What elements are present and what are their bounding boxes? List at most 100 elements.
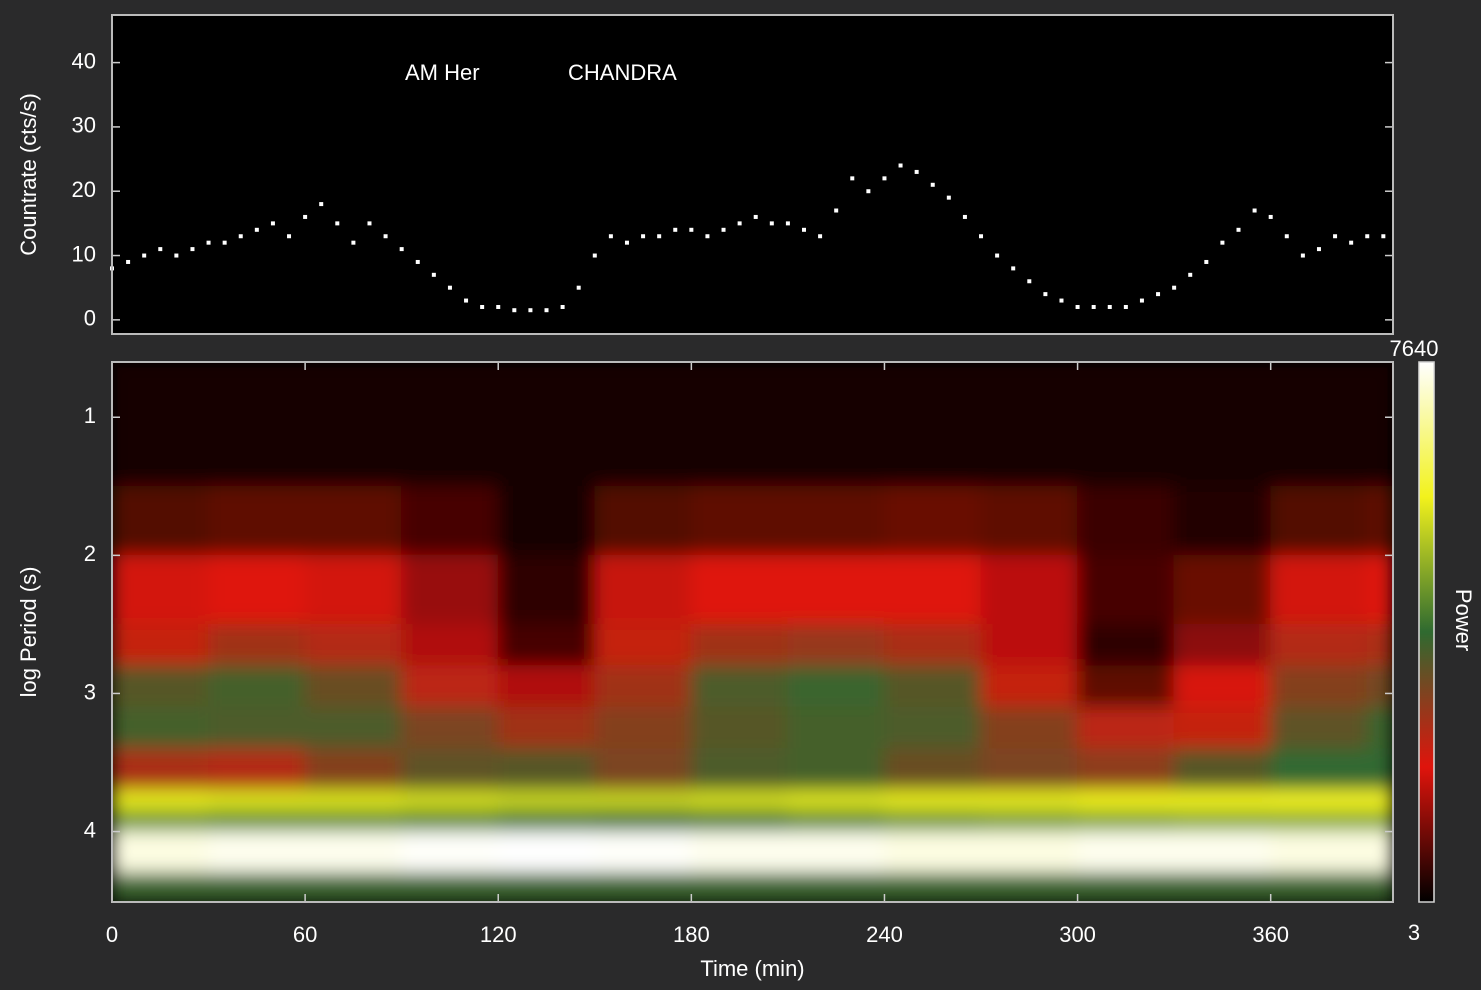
heatmap-cell bbox=[304, 623, 403, 667]
data-point bbox=[351, 240, 356, 245]
data-point bbox=[1011, 266, 1016, 271]
y-tick-label: 0 bbox=[84, 306, 96, 331]
heatmap-cell bbox=[208, 810, 306, 833]
heatmap-cell bbox=[112, 485, 210, 556]
data-point bbox=[592, 253, 597, 258]
heatmap-cell bbox=[883, 831, 982, 874]
y-axis-label: log Period (s) bbox=[16, 567, 41, 698]
heatmap-cell bbox=[594, 362, 692, 487]
data-point bbox=[753, 214, 758, 219]
heatmap-cell bbox=[497, 810, 596, 833]
data-point bbox=[1252, 208, 1257, 213]
data-point bbox=[158, 247, 163, 252]
heatmap-cell bbox=[594, 485, 692, 556]
data-point bbox=[1268, 214, 1273, 219]
heatmap-cell bbox=[1270, 810, 1368, 833]
data-point bbox=[206, 240, 211, 245]
x-axis-label: Time (min) bbox=[700, 956, 804, 981]
data-point bbox=[785, 221, 790, 226]
heatmap-cell bbox=[980, 485, 1079, 556]
data-point bbox=[898, 163, 903, 168]
data-point bbox=[1075, 304, 1080, 309]
heatmap-cell bbox=[304, 706, 403, 750]
heatmap-cell bbox=[594, 623, 692, 667]
heatmap-cell bbox=[883, 554, 982, 625]
heatmap-cell bbox=[1077, 665, 1175, 708]
heatmap-cell bbox=[1173, 831, 1272, 874]
heatmap-cell bbox=[1173, 485, 1272, 556]
heatmap-cell bbox=[1366, 623, 1393, 667]
heatmap-cell bbox=[980, 810, 1079, 833]
data-point bbox=[1139, 298, 1144, 303]
heatmap-cell bbox=[304, 748, 403, 791]
heatmap-cell bbox=[883, 665, 982, 708]
heatmap-cell bbox=[690, 872, 789, 902]
heatmap-cell bbox=[1270, 748, 1368, 791]
heatmap-cell bbox=[690, 831, 789, 874]
data-point bbox=[1107, 304, 1112, 309]
data-point bbox=[1300, 253, 1305, 258]
heatmap-cell bbox=[690, 748, 789, 791]
heatmap-cell bbox=[497, 789, 596, 812]
data-point bbox=[367, 221, 372, 226]
heatmap bbox=[112, 362, 1393, 902]
y-tick-label: 1 bbox=[84, 403, 96, 428]
heatmap-cell bbox=[1366, 362, 1393, 487]
heatmap-cell bbox=[980, 665, 1079, 708]
heatmap-cell bbox=[1270, 665, 1368, 708]
heatmap-cell bbox=[1077, 362, 1175, 487]
heatmap-cell bbox=[1366, 831, 1393, 874]
data-point bbox=[544, 308, 549, 313]
heatmap-cell bbox=[401, 623, 499, 667]
heatmap-cell bbox=[787, 810, 885, 833]
heatmap-cell bbox=[112, 872, 210, 902]
data-point bbox=[431, 272, 436, 277]
heatmap-cell bbox=[883, 706, 982, 750]
heatmap-cell bbox=[883, 872, 982, 902]
heatmap-cell bbox=[1366, 810, 1393, 833]
plot-frame bbox=[111, 14, 1394, 335]
heatmap-cell bbox=[594, 872, 692, 902]
heatmap-cell bbox=[497, 706, 596, 750]
heatmap-cell bbox=[208, 872, 306, 902]
heatmap-cell bbox=[401, 872, 499, 902]
y-tick-label: 40 bbox=[72, 48, 96, 73]
heatmap-cell bbox=[208, 623, 306, 667]
data-point bbox=[222, 240, 227, 245]
y-tick-label: 3 bbox=[84, 679, 96, 704]
heatmap-clip bbox=[112, 362, 1393, 902]
heatmap-cell bbox=[787, 872, 885, 902]
data-point bbox=[657, 234, 662, 239]
heatmap-cell bbox=[1077, 748, 1175, 791]
x-tick-label: 120 bbox=[480, 922, 517, 947]
data-point bbox=[1333, 234, 1338, 239]
heatmap-cell bbox=[787, 665, 885, 708]
data-point bbox=[1027, 279, 1032, 284]
heatmap-cell bbox=[883, 623, 982, 667]
heatmap-cell bbox=[401, 789, 499, 812]
data-point bbox=[914, 169, 919, 174]
data-point bbox=[560, 304, 565, 309]
heatmap-cell bbox=[1077, 872, 1175, 902]
heatmap-cell bbox=[497, 623, 596, 667]
annotation: CHANDRA bbox=[568, 60, 677, 85]
heatmap-cell bbox=[594, 554, 692, 625]
heatmap-cell bbox=[883, 789, 982, 812]
heatmap-cell bbox=[497, 748, 596, 791]
data-point bbox=[801, 227, 806, 232]
heatmap-cell bbox=[787, 748, 885, 791]
x-tick-label: 240 bbox=[866, 922, 903, 947]
heatmap-cell bbox=[980, 789, 1079, 812]
heatmap-cell bbox=[1173, 810, 1272, 833]
data-point bbox=[624, 240, 629, 245]
heatmap-cell bbox=[1173, 665, 1272, 708]
y-tick-label: 2 bbox=[84, 541, 96, 566]
data-point bbox=[1204, 259, 1209, 264]
annotation: AM Her bbox=[405, 60, 480, 85]
data-point bbox=[174, 253, 179, 258]
heatmap-cell bbox=[787, 623, 885, 667]
heatmap-cell bbox=[1366, 554, 1393, 625]
data-point bbox=[995, 253, 1000, 258]
heatmap-cell bbox=[401, 362, 499, 487]
